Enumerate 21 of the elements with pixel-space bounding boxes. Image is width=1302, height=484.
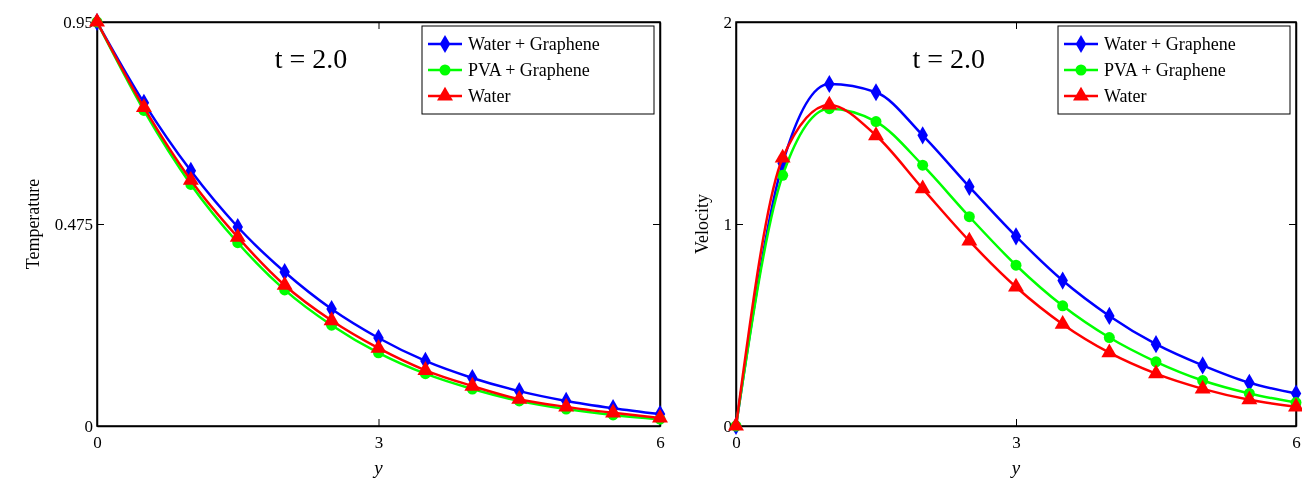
legend-label: Water	[1104, 86, 1147, 106]
legend-label: PVA + Graphene	[1104, 60, 1226, 80]
legend-label: Water + Graphene	[1104, 34, 1236, 54]
x-axis-title: y	[1009, 457, 1021, 478]
y-tick-label: 0.95	[63, 12, 93, 32]
y-tick-label: 0	[84, 416, 93, 436]
x-axis-title: y	[372, 457, 384, 478]
y-tick-label: 0.475	[54, 214, 93, 234]
y-tick-label: 1	[723, 214, 732, 234]
legend-label: PVA + Graphene	[468, 60, 590, 80]
annotation: t = 2.0	[274, 43, 348, 74]
annotation: t = 2.0	[912, 43, 986, 74]
x-tick-label: 3	[374, 433, 384, 453]
legend-label: Water	[468, 86, 511, 106]
y-tick-label: 2	[723, 12, 732, 32]
x-tick-label: 3	[1012, 433, 1021, 453]
x-tick-label: 6	[656, 433, 665, 453]
legend-label: Water + Graphene	[468, 34, 600, 54]
y-axis-title: Temperature	[22, 178, 43, 270]
x-tick-label: 6	[1292, 433, 1301, 453]
y-axis-title: Velocity	[691, 194, 712, 254]
